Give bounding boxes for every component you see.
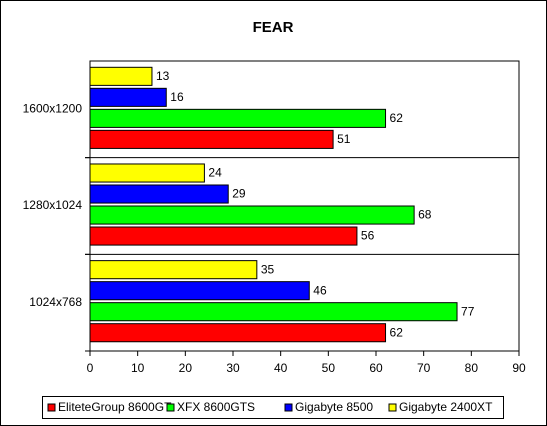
x-tick-label: 70 <box>417 361 431 375</box>
value-label: 62 <box>390 111 404 125</box>
x-tick-label: 90 <box>512 361 526 375</box>
legend-box <box>42 396 504 419</box>
value-label: 62 <box>390 325 404 339</box>
x-tick-label: 0 <box>87 361 94 375</box>
bar <box>89 226 358 246</box>
legend-label: EliteteGroup 8600GT <box>58 400 172 414</box>
value-label: 56 <box>361 229 375 243</box>
x-tick-label: 30 <box>226 361 240 375</box>
x-tick-label: 50 <box>322 361 336 375</box>
legend-swatch <box>166 403 175 412</box>
bar <box>89 302 458 322</box>
bar <box>89 260 258 280</box>
y-tick-label: 1024x768 <box>29 295 82 309</box>
legend-label: Gigabyte 2400XT <box>399 400 493 414</box>
bar <box>89 323 387 343</box>
legend-label: XFX 8600GTS <box>177 400 255 414</box>
value-label: 13 <box>156 69 170 83</box>
bar <box>89 129 334 149</box>
x-tick-label: 10 <box>131 361 145 375</box>
value-label: 24 <box>208 166 222 180</box>
value-label: 46 <box>313 283 327 297</box>
x-tick-label: 60 <box>369 361 383 375</box>
y-tick-label: 1280x1024 <box>23 198 83 212</box>
legend-swatch <box>284 403 293 412</box>
bar <box>89 108 387 128</box>
bar <box>89 205 415 225</box>
y-tick-label: 1600x1200 <box>23 102 83 116</box>
bar <box>89 184 229 204</box>
bar <box>89 281 310 301</box>
legend-label: Gigabyte 8500 <box>295 400 373 414</box>
value-label: 16 <box>170 90 184 104</box>
bar <box>89 163 205 183</box>
value-label: 77 <box>461 304 475 318</box>
legend-swatch <box>47 403 56 412</box>
chart-title: FEAR <box>253 19 294 36</box>
bar <box>89 87 167 107</box>
x-tick-label: 20 <box>179 361 193 375</box>
value-label: 35 <box>261 262 275 276</box>
x-tick-label: 40 <box>274 361 288 375</box>
value-label: 51 <box>337 132 351 146</box>
legend-swatch <box>388 403 397 412</box>
x-tick-label: 80 <box>465 361 479 375</box>
value-label: 68 <box>418 208 432 222</box>
bar <box>89 66 153 86</box>
value-label: 29 <box>232 187 246 201</box>
